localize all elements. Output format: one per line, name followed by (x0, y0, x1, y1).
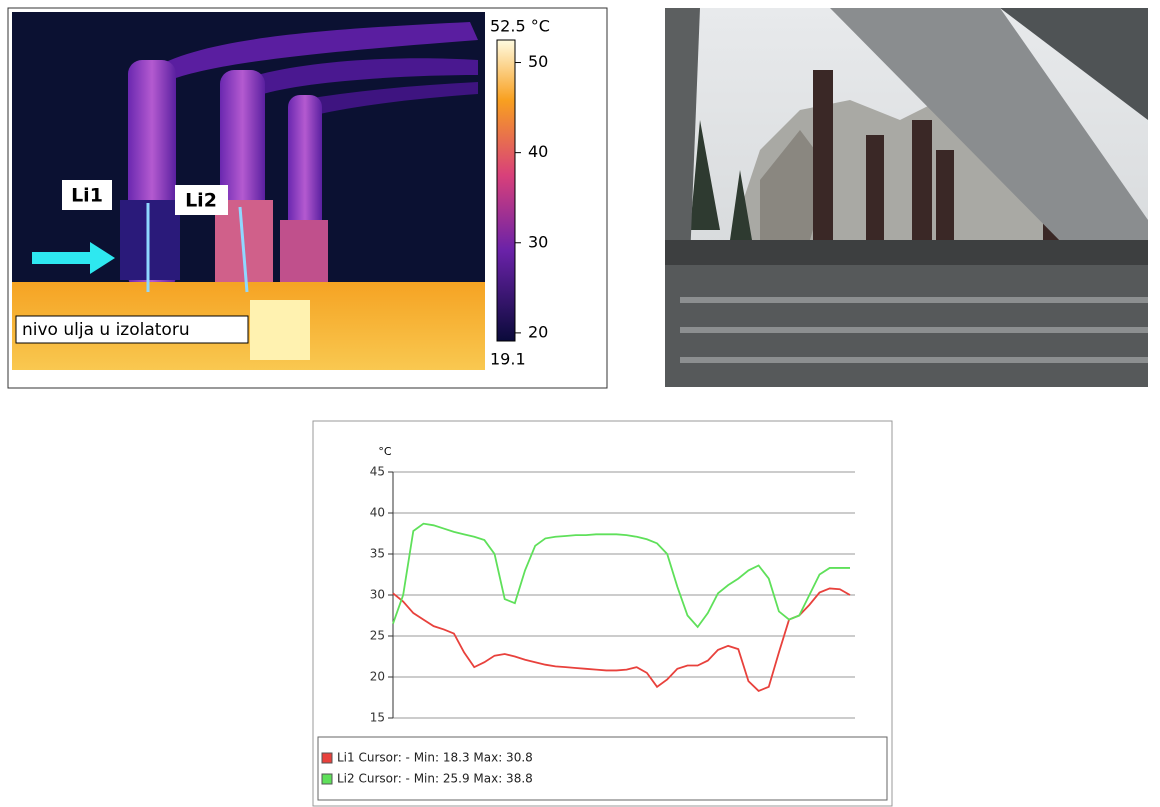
marker-label: Li2 (185, 190, 217, 212)
tank-top (665, 240, 1148, 265)
insulator-base (280, 220, 328, 290)
legend-label: Li2 Cursor: - Min: 25.9 Max: 38.8 (337, 772, 533, 786)
colorbar-min: 19.1 (490, 350, 526, 369)
page: Li1 Li2 nivo ulja u izolatoru 52.5 °C 19.… (0, 0, 1160, 807)
legend-swatch (322, 753, 332, 763)
hot-spot (250, 300, 310, 360)
bushing (912, 120, 932, 240)
insulator-base (120, 200, 180, 280)
y-axis-label: °C (378, 445, 392, 458)
colorbar-tick-label: 40 (528, 142, 548, 161)
y-tick-label: 20 (370, 670, 385, 684)
colorbar-max: 52.5 °C (490, 17, 550, 36)
y-tick-label: 25 (370, 629, 385, 643)
legend-label: Li1 Cursor: - Min: 18.3 Max: 30.8 (337, 751, 533, 765)
radiators (665, 265, 1148, 387)
y-tick-label: 40 (370, 506, 385, 520)
y-tick-label: 45 (370, 465, 385, 479)
y-tick-label: 15 (370, 711, 385, 725)
bushing (866, 135, 884, 240)
thermal-panel: Li1 Li2 nivo ulja u izolatoru 52.5 °C 19.… (8, 8, 607, 388)
legend-swatch (322, 774, 332, 784)
colorbar-tick-label: 20 (528, 322, 548, 341)
marker-label: Li1 (71, 185, 103, 207)
photo-panel (665, 8, 1148, 387)
bushing (813, 70, 833, 240)
colorbar-tick-label: 30 (528, 232, 548, 251)
y-tick-label: 30 (370, 588, 385, 602)
legend (318, 737, 887, 800)
colorbar-scale (497, 40, 515, 341)
annotation: nivo ulja u izolatoru (22, 320, 190, 340)
figure: Li1 Li2 nivo ulja u izolatoru 52.5 °C 19.… (0, 0, 1160, 807)
y-tick-label: 35 (370, 547, 385, 561)
bushing (936, 150, 954, 240)
colorbar-tick-label: 50 (528, 52, 548, 71)
